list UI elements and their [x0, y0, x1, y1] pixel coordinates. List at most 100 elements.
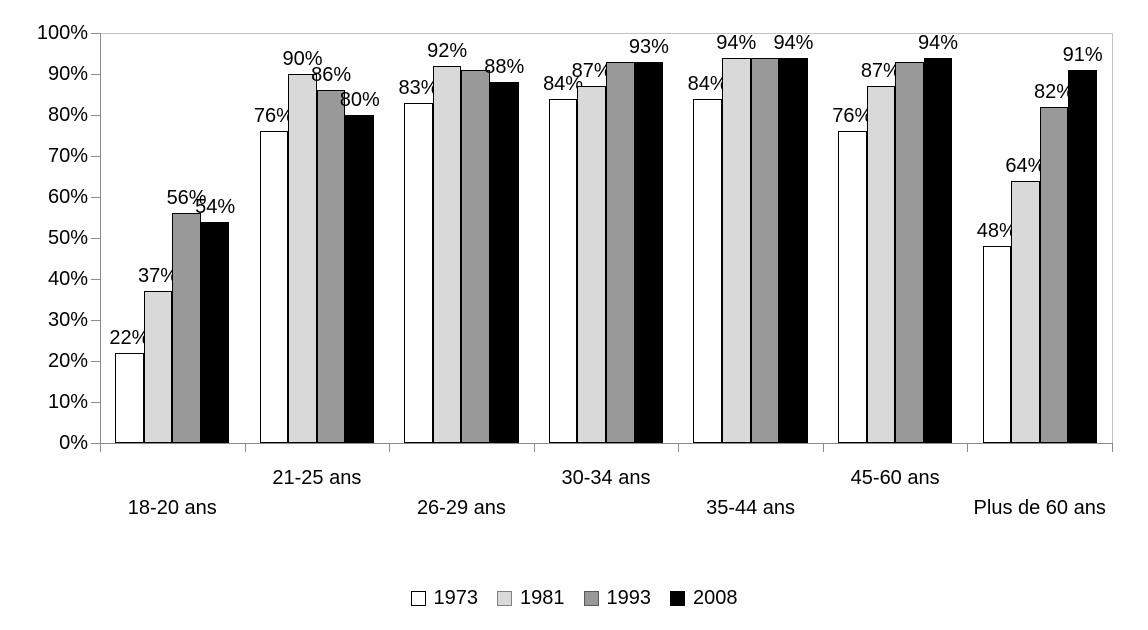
legend-item: 2008	[670, 587, 738, 610]
bar-value-label: 92%	[427, 39, 468, 62]
y-tick	[91, 320, 100, 321]
bar-value-label: 76%	[832, 105, 873, 128]
bar	[923, 57, 953, 443]
bar-value-label: 94%	[716, 31, 757, 54]
bar	[115, 352, 144, 443]
bar	[143, 291, 173, 443]
x-axis-category-label: Plus de 60 ans	[973, 497, 1106, 519]
bar	[432, 65, 462, 443]
y-tick	[91, 279, 100, 280]
bar	[605, 61, 635, 443]
x-tick	[678, 444, 680, 452]
bar-value-label: 56%	[166, 187, 207, 210]
y-axis-tick-label: 20%	[47, 350, 88, 372]
y-axis-tick-label: 90%	[47, 63, 88, 85]
y-axis-tick-label: 30%	[47, 309, 88, 331]
bar	[866, 86, 896, 443]
bar	[1011, 180, 1040, 443]
bar	[1068, 69, 1097, 443]
y-tick	[91, 197, 100, 198]
x-tick	[244, 444, 246, 452]
bar-value-label: 82%	[1033, 80, 1075, 103]
bar-group: 84% 87% 93%	[534, 33, 679, 443]
bar-value-label: 54%	[195, 195, 236, 218]
bar	[461, 69, 491, 443]
x-axis-category-label: 35-44 ans	[706, 497, 796, 519]
plot-area: 22% 37% 56% 54% 76% 90% 86% 80% 83% 92% 88% 84% 87% 9…	[100, 31, 1113, 443]
bar-group: 84% 94% 94%	[678, 31, 823, 443]
bar-value-label: 86%	[311, 64, 352, 87]
bar	[982, 246, 1012, 443]
bar-value-label: 84%	[687, 72, 728, 95]
bar	[490, 82, 519, 443]
y-tick	[91, 443, 100, 444]
bar-value-label: 87%	[860, 60, 901, 83]
legend-swatch	[497, 590, 512, 606]
bar-value-label: 37%	[137, 265, 178, 288]
x-axis-category-label: 26-29 ans	[416, 497, 506, 519]
legend-swatch	[670, 590, 685, 606]
bar-value-label: 64%	[1005, 154, 1046, 177]
bar-value-label: 83%	[398, 76, 439, 99]
y-tick	[91, 156, 100, 157]
bar	[779, 57, 808, 443]
y-tick	[91, 33, 100, 34]
y-axis-tick-label: 80%	[47, 104, 88, 126]
bar-value-label: 48%	[976, 220, 1017, 243]
bar	[634, 61, 664, 443]
y-tick	[91, 361, 100, 362]
bar	[172, 213, 201, 443]
legend: 1973 1981 1993 2008	[0, 584, 1148, 612]
legend-label: 1993	[606, 586, 652, 609]
bar	[316, 90, 346, 443]
bar	[345, 115, 375, 443]
bar-value-label: 93%	[628, 35, 669, 58]
legend-label: 1973	[433, 586, 479, 609]
x-axis-category-label: 18-20 ans	[127, 497, 217, 519]
bar-group: 22% 37% 56% 54%	[100, 33, 245, 443]
y-axis-tick-label: 0%	[59, 432, 88, 454]
y-tick	[91, 74, 100, 75]
x-axis-category-label: 30-34 ans	[561, 467, 651, 489]
legend-swatch	[410, 590, 426, 606]
y-tick	[91, 115, 100, 116]
bar-group: 83% 92% 88%	[389, 33, 534, 443]
bar	[1039, 106, 1069, 443]
x-axis-category-label: 45-60 ans	[850, 467, 940, 489]
legend-item: 1993	[583, 586, 652, 610]
x-axis-line	[100, 443, 1113, 444]
bar	[288, 74, 317, 443]
bar-value-label: 91%	[1062, 43, 1103, 66]
bar	[548, 98, 578, 443]
bar	[750, 57, 780, 443]
x-tick	[1112, 444, 1113, 452]
x-tick	[533, 444, 535, 452]
x-tick	[822, 444, 824, 452]
bar	[577, 86, 606, 443]
bar-group: 76% 90% 86% 80%	[245, 33, 390, 443]
bar	[693, 98, 722, 443]
legend-swatch	[583, 590, 599, 606]
x-tick	[100, 444, 101, 452]
legend-label: 2008	[693, 586, 738, 609]
bar	[404, 102, 433, 443]
legend-label: 1981	[520, 586, 565, 609]
bar-group: 76% 87% 94%	[823, 32, 968, 443]
bar	[837, 131, 867, 443]
y-axis-tick-label: 50%	[47, 227, 88, 249]
bar-group: 48% 64% 82% 91%	[967, 33, 1112, 443]
bar	[721, 57, 751, 443]
y-axis-tick-label: 70%	[47, 145, 88, 167]
legend-item: 1973	[410, 586, 479, 610]
bar-value-label: 22%	[109, 326, 150, 349]
bar-value-label: 94%	[773, 31, 814, 54]
x-axis-category-label: 21-25 ans	[272, 467, 362, 489]
bar-value-label: 84%	[543, 72, 584, 95]
legend-item: 1981	[497, 587, 565, 610]
y-axis-tick-label: 60%	[47, 186, 88, 208]
bar	[259, 131, 289, 443]
bar-value-label: 76%	[253, 105, 294, 128]
y-tick	[91, 238, 100, 239]
x-tick	[389, 444, 391, 452]
